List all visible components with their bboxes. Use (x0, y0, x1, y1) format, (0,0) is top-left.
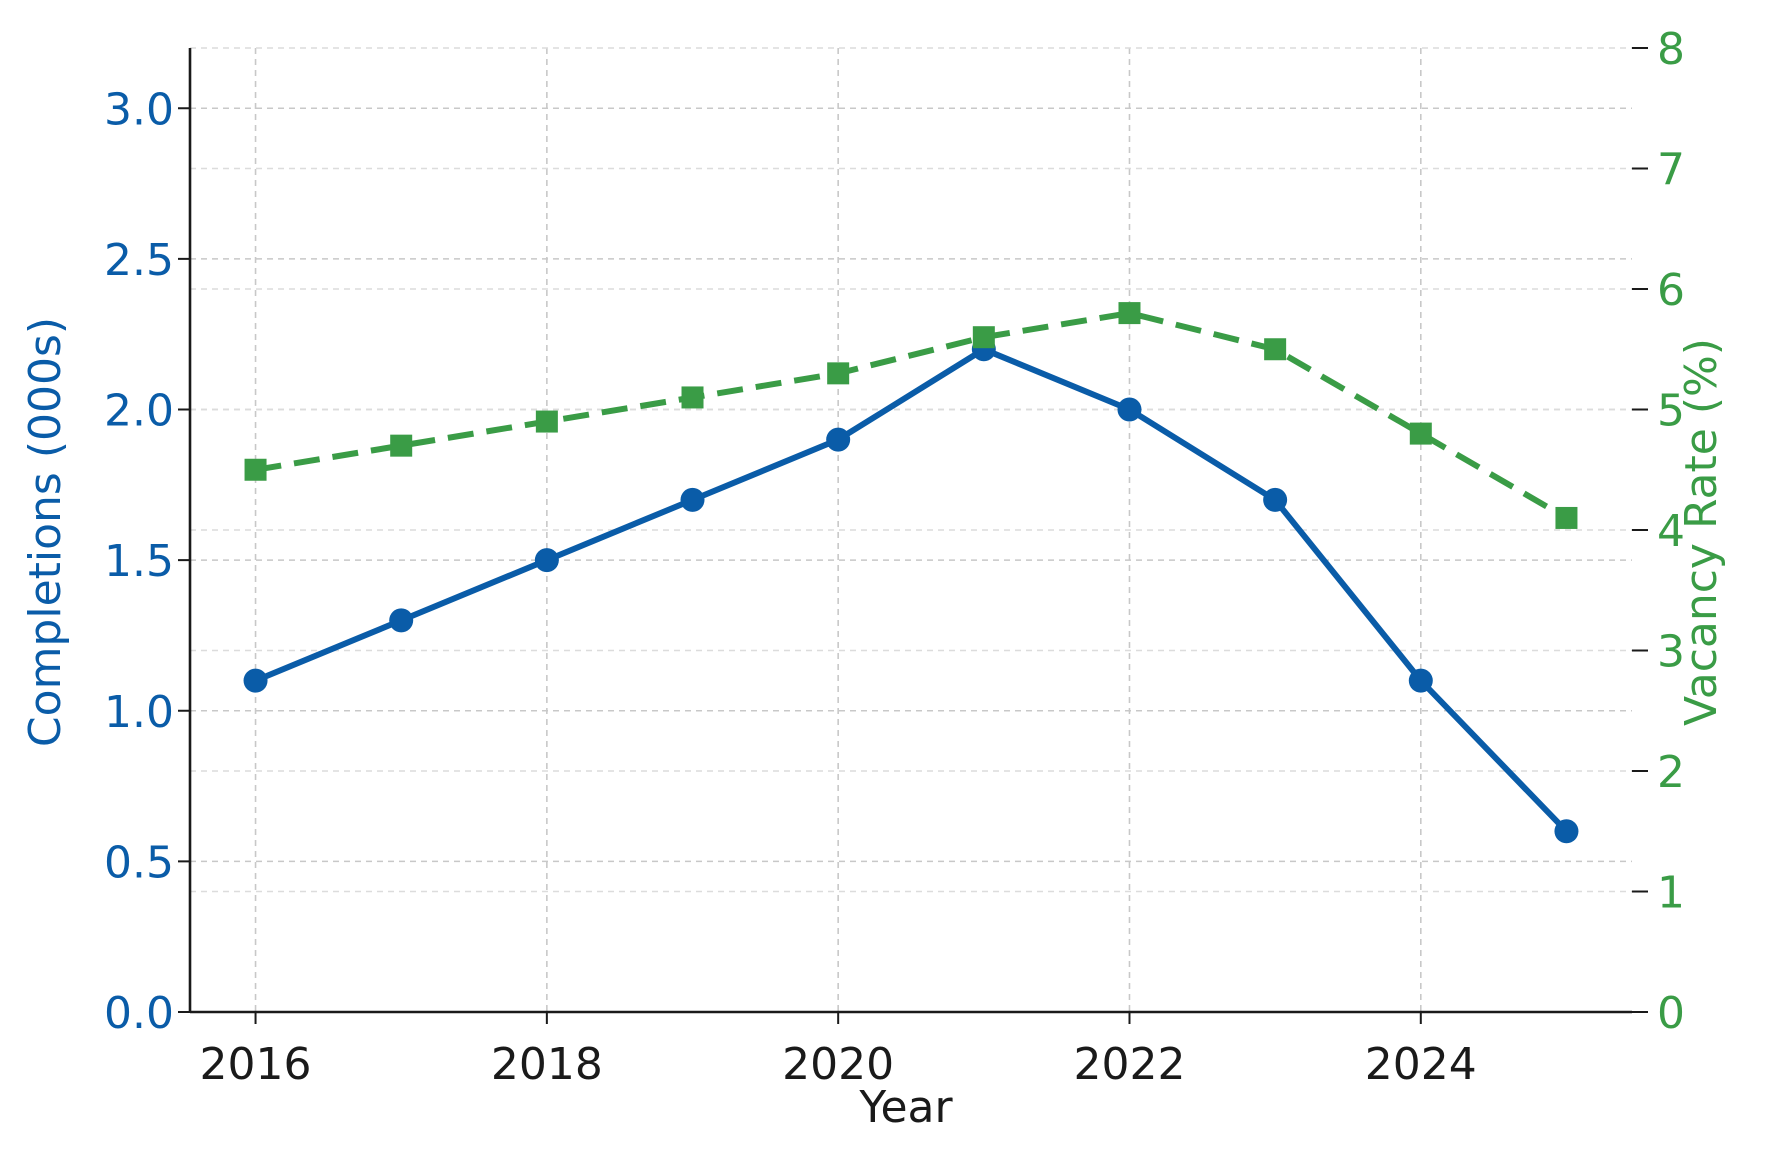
data-point-vacancy-rate (535, 410, 558, 433)
grid (190, 47, 1632, 1013)
y-right-tick-label: 4 (1657, 506, 1685, 557)
y-left-tick-label: 2.0 (104, 386, 174, 437)
y-axis-right-label: Vacancy Rate (%) (1676, 338, 1727, 726)
data-point-vacancy-rate (1264, 338, 1287, 361)
series-line-vacancy-rate (255, 310, 1569, 521)
data-point-vacancy-rate (1555, 506, 1578, 529)
x-axis-label: Year (858, 1082, 953, 1133)
y-right-tick-label: 1 (1657, 868, 1685, 919)
y-right-tick-label: 2 (1657, 747, 1685, 798)
y-right-tick-label: 6 (1657, 265, 1685, 316)
y-right-tick-label: 0 (1657, 988, 1685, 1039)
data-point-vacancy-rate (972, 326, 995, 349)
x-tick-label: 2016 (200, 1039, 312, 1090)
series-line-completions (254, 346, 1569, 834)
data-point-completions (534, 548, 559, 573)
data-point-vacancy-rate (681, 386, 704, 409)
y-axis-left-label: Completions (000s) (20, 317, 71, 747)
y-right-tick-label: 8 (1657, 24, 1685, 75)
y-left-tick-label: 1.0 (104, 687, 174, 738)
x-tick-label: 2024 (1365, 1039, 1477, 1090)
y-left-tick-label: 3.0 (104, 84, 174, 135)
data-point-vacancy-rate (827, 362, 850, 385)
x-tick-label: 2018 (491, 1039, 603, 1090)
data-point-completions (680, 487, 705, 512)
data-point-completions (826, 427, 851, 452)
data-point-completions (1554, 819, 1579, 844)
y-left-tick-label: 0.5 (104, 837, 174, 888)
x-tick-label: 2022 (1073, 1039, 1185, 1090)
y-right-tick-label: 3 (1657, 627, 1685, 678)
data-point-completions (1117, 397, 1142, 422)
y-left-tick-label: 2.5 (104, 235, 174, 286)
y-left-tick-label: 0.0 (104, 988, 174, 1039)
y-right-tick-label: 5 (1657, 386, 1685, 437)
series-layer (243, 302, 1579, 844)
data-point-completions (1408, 668, 1433, 693)
data-point-vacancy-rate (390, 434, 413, 457)
data-point-vacancy-rate (1409, 422, 1432, 445)
data-point-completions (1263, 487, 1288, 512)
axes: 2016 2018 2020 2022 20240.00.51.01.52.02.53.… (104, 24, 1685, 1090)
x-tick-label: 2020 (782, 1039, 894, 1090)
data-point-vacancy-rate (1118, 302, 1141, 325)
y-right-tick-label: 7 (1657, 145, 1685, 196)
data-point-vacancy-rate (244, 458, 267, 481)
data-point-completions (243, 668, 268, 693)
data-point-completions (389, 608, 414, 633)
y-left-tick-label: 1.5 (104, 536, 174, 587)
